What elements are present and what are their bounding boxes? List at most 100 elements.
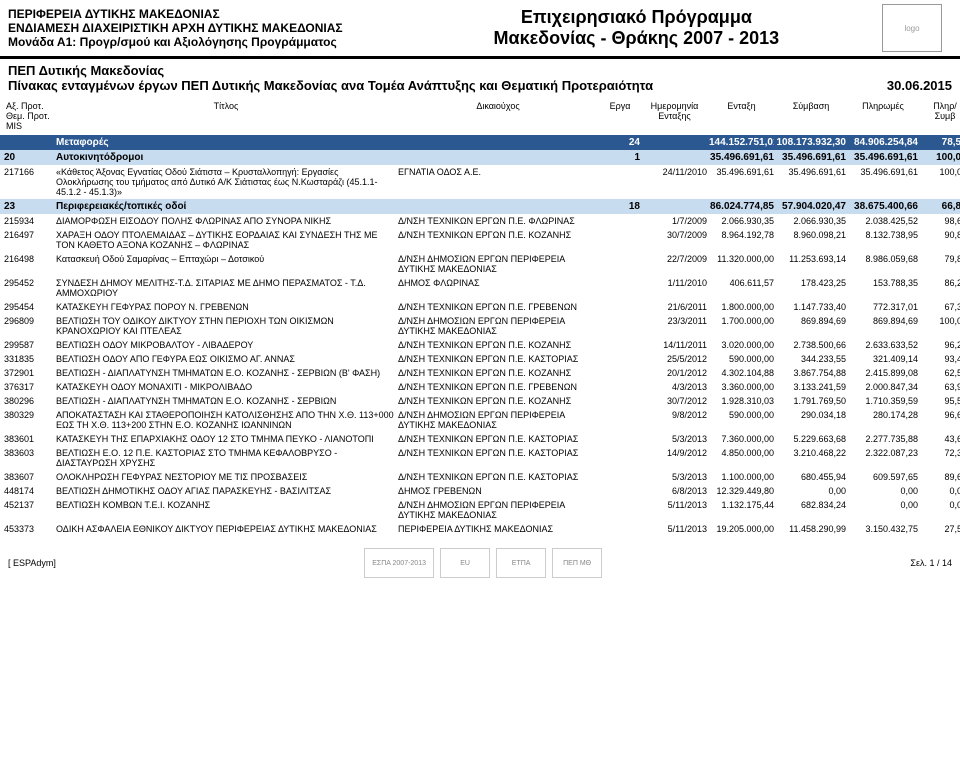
header-bar: ΠΕΡΙΦΕΡΕΙΑ ΔΥΤΙΚΗΣ ΜΑΚΕΔΟΝΙΑΣ ΕΝΔΙΑΜΕΣΗ …	[0, 0, 960, 59]
cell-mis: 296809	[4, 316, 54, 336]
subband-erga: 18	[600, 201, 640, 212]
band-symvasi: 108.173.932,30	[776, 137, 846, 148]
cell-title: Κατασκευή Οδού Σαμαρίνας – Επταχώρι – Δο…	[56, 254, 396, 274]
subband-label: Περιφερειακές/τοπικές οδοί	[56, 201, 396, 212]
cell-mis: 216497	[4, 230, 54, 250]
cell-date: 21/6/2011	[642, 302, 707, 312]
cell-date: 30/7/2009	[642, 230, 707, 250]
cell-pliromes: 772.317,01	[848, 302, 918, 312]
rows-container: 215934ΔΙΑΜΟΡΦΩΣΗ ΕΙΣΟΔΟΥ ΠΟΛΗΣ ΦΛΩΡΙΝΑΣ …	[0, 214, 960, 536]
table-row: 216498Κατασκευή Οδού Σαμαρίνας – Επταχώρ…	[0, 252, 960, 276]
cell-pct: 72,3%	[920, 448, 960, 468]
col-pliromes: Πληρωμές	[848, 99, 918, 133]
subband-entaxi: 86.024.774,85	[709, 201, 774, 212]
cell-mis: 453373	[4, 524, 54, 534]
subheader-date: 30.06.2015	[887, 78, 952, 93]
table-row: 452137ΒΕΛΤΙΩΣΗ ΚΟΜΒΩΝ Τ.Ε.Ι. ΚΟΖΑΝΗΣΔ/ΝΣ…	[0, 498, 960, 522]
subband-symvasi: 35.496.691,61	[776, 152, 846, 163]
logo-espa: ΕΣΠΑ 2007-2013	[364, 548, 434, 578]
cell-entaxi: 7.360.000,00	[709, 434, 774, 444]
cell-date: 23/3/2011	[642, 316, 707, 336]
cell-title: «Κάθετος Άξονας Εγνατίας Οδού Σιάτιστα –…	[56, 167, 396, 197]
org-line2: ΕΝΔΙΑΜΕΣΗ ΔΙΑΧΕΙΡΙΣΤΙΚΗ ΑΡΧΗ ΔΥΤΙΚΗΣ ΜΑΚ…	[8, 21, 401, 35]
col-entaxi: Ενταξη	[709, 99, 774, 133]
cell-title: ΒΕΛΤΙΩΣΗ ΟΔΟΥ ΑΠΟ ΓΕΦΥΡΑ ΕΩΣ ΟΙΚΙΣΜΟ ΑΓ.…	[56, 354, 396, 364]
cell-entaxi: 1.132.175,44	[709, 500, 774, 520]
cell-mis: 299587	[4, 340, 54, 350]
cell-dik: Δ/ΝΣΗ ΔΗΜΟΣΙΩΝ ΕΡΓΩΝ ΠΕΡΙΦΕΡΕΙΑ ΔΥΤΙΚΗΣ …	[398, 500, 598, 520]
cell-dik: Δ/ΝΣΗ ΤΕΧΝΙΚΩΝ ΕΡΓΩΝ Π.Ε. ΓΡΕΒΕΝΩΝ	[398, 302, 598, 312]
footer-logos: ΕΣΠΑ 2007-2013 EU ΕΤΠΑ ΠΕΠ ΜΘ	[364, 548, 602, 578]
cell-pct: 89,6%	[920, 472, 960, 482]
cell-mis: 383607	[4, 472, 54, 482]
cell-date: 25/5/2012	[642, 354, 707, 364]
cell-date: 14/11/2011	[642, 340, 707, 350]
subband-erga: 1	[600, 152, 640, 163]
col-dik: Δικαιούχος	[398, 99, 598, 133]
col-date: Ημερομηνία Ενταξης	[642, 99, 707, 133]
table-row: 299587ΒΕΛΤΙΩΣΗ ΟΔΟΥ ΜΙΚΡΟΒΑΛΤΟΥ - ΛΙΒΑΔΕ…	[0, 338, 960, 352]
header-center: Επιχειρησιακό Πρόγραμμα Μακεδονίας - Θρά…	[401, 7, 872, 49]
logo-etpa: ΕΤΠΑ	[496, 548, 546, 578]
cell-pliromes: 1.710.359,59	[848, 396, 918, 406]
cell-pct: 96,6%	[920, 410, 960, 430]
cell-entaxi: 590.000,00	[709, 410, 774, 430]
cell-mis: 383603	[4, 448, 54, 468]
footer-left: [὆ ESPAdym]	[8, 558, 56, 568]
cell-pct: 43,6%	[920, 434, 960, 444]
cell-dik: ΔΗΜΟΣ ΦΛΩΡΙΝΑΣ	[398, 278, 598, 298]
subband-pliromes: 38.675.400,66	[848, 201, 918, 212]
subband-pliromes: 35.496.691,61	[848, 152, 918, 163]
cell-pct: 67,3%	[920, 302, 960, 312]
cell-symvasi: 1.791.769,50	[776, 396, 846, 406]
band-entaxi: 144.152.751,01	[709, 137, 774, 148]
cell-pliromes: 8.986.059,68	[848, 254, 918, 274]
subband-entaxi: 35.496.691,61	[709, 152, 774, 163]
subband-23: 23 Περιφερειακές/τοπικές οδοί 18 86.024.…	[0, 199, 960, 214]
cell-mis: 448174	[4, 486, 54, 496]
cell-dik: Δ/ΝΣΗ ΤΕΧΝΙΚΩΝ ΕΡΓΩΝ Π.Ε. ΚΑΣΤΟΡΙΑΣ	[398, 354, 598, 364]
cell-entaxi: 1.928.310,03	[709, 396, 774, 406]
footer-page: Σελ. 1 / 14	[910, 558, 952, 568]
header-left: ΠΕΡΙΦΕΡΕΙΑ ΔΥΤΙΚΗΣ ΜΑΚΕΔΟΝΙΑΣ ΕΝΔΙΑΜΕΣΗ …	[8, 7, 401, 49]
table-row: 383607ΟΛΟΚΛΗΡΩΣΗ ΓΕΦΥΡΑΣ ΝΕΣΤΟΡΙΟΥ ΜΕ ΤΙ…	[0, 470, 960, 484]
cell-entaxi: 1.800.000,00	[709, 302, 774, 312]
subband-pct: 100,0%	[920, 152, 960, 163]
subheader-title2: Πίνακας ενταγμένων έργων ΠΕΠ Δυτικής Μακ…	[8, 78, 653, 93]
cell-dik: ΔΗΜΟΣ ΓΡΕΒΕΝΩΝ	[398, 486, 598, 496]
cell-pct: 86,2%	[920, 278, 960, 298]
cell-entaxi: 35.496.691,61	[709, 167, 774, 197]
cell-title: ΒΕΛΤΙΩΣΗ ΟΔΟΥ ΜΙΚΡΟΒΑΛΤΟΥ - ΛΙΒΑΔΕΡΟΥ	[56, 340, 396, 350]
cell-dik: Δ/ΝΣΗ ΔΗΜΟΣΙΩΝ ΕΡΓΩΝ ΠΕΡΙΦΕΡΕΙΑ ΔΥΤΙΚΗΣ …	[398, 254, 598, 274]
cell-dik: Δ/ΝΣΗ ΤΕΧΝΙΚΩΝ ΕΡΓΩΝ Π.Ε. ΚΟΖΑΝΗΣ	[398, 230, 598, 250]
table-row: 295454ΚΑΤΑΣΚΕΥΗ ΓΕΦΥΡΑΣ ΠΟΡΟΥ Ν. ΓΡΕΒΕΝΩ…	[0, 300, 960, 314]
table-row: 380329ΑΠΟΚΑΤΑΣΤΑΣΗ ΚΑΙ ΣΤΑΘΕΡΟΠΟΙΗΣΗ ΚΑΤ…	[0, 408, 960, 432]
cell-symvasi: 682.834,24	[776, 500, 846, 520]
col-symvasi: Σύμβαση	[776, 99, 846, 133]
cell-mis: 452137	[4, 500, 54, 520]
col-pct: Πληρ/ Συμβ	[920, 99, 960, 133]
table-row: 215934ΔΙΑΜΟΡΦΩΣΗ ΕΙΣΟΔΟΥ ΠΟΛΗΣ ΦΛΩΡΙΝΑΣ …	[0, 214, 960, 228]
cell-dik: Δ/ΝΣΗ ΔΗΜΟΣΙΩΝ ΕΡΓΩΝ ΠΕΡΙΦΕΡΕΙΑ ΔΥΤΙΚΗΣ …	[398, 410, 598, 430]
cell-title: ΒΕΛΤΙΩΣΗ - ΔΙΑΠΛΑΤΥΝΣΗ ΤΜΗΜΑΤΩΝ Ε.Ο. ΚΟΖ…	[56, 396, 396, 406]
cell-symvasi: 869.894,69	[776, 316, 846, 336]
cell-title: ΟΔΙΚΗ ΑΣΦΑΛΕΙΑ ΕΘΝΙΚΟΥ ΔΙΚΤΥΟΥ ΠΕΡΙΦΕΡΕΙ…	[56, 524, 396, 534]
cell-date: 4/3/2013	[642, 382, 707, 392]
cell-pct: 63,9%	[920, 382, 960, 392]
cell-symvasi: 680.455,94	[776, 472, 846, 482]
cell-pct: 100,0%	[920, 316, 960, 336]
col-title: Τίτλος	[56, 99, 396, 133]
cell-pliromes: 609.597,65	[848, 472, 918, 482]
cell-symvasi: 178.423,25	[776, 278, 846, 298]
table-row: 376317ΚΑΤΑΣΚΕΥΗ ΟΔΟΥ ΜΟΝΑΧΙΤΙ - ΜΙΚΡΟΛΙΒ…	[0, 380, 960, 394]
cell-mis: 383601	[4, 434, 54, 444]
cell-symvasi: 0,00	[776, 486, 846, 496]
cell-mis: 376317	[4, 382, 54, 392]
logo-pep: ΠΕΠ ΜΘ	[552, 548, 602, 578]
cell-pliromes: 2.038.425,52	[848, 216, 918, 226]
cell-symvasi: 11.458.290,99	[776, 524, 846, 534]
cell-pliromes: 869.894,69	[848, 316, 918, 336]
cell-entaxi: 590.000,00	[709, 354, 774, 364]
cell-pliromes: 2.633.633,52	[848, 340, 918, 350]
cell-dik: ΕΓΝΑΤΙΑ ΟΔΟΣ Α.Ε.	[398, 167, 598, 197]
